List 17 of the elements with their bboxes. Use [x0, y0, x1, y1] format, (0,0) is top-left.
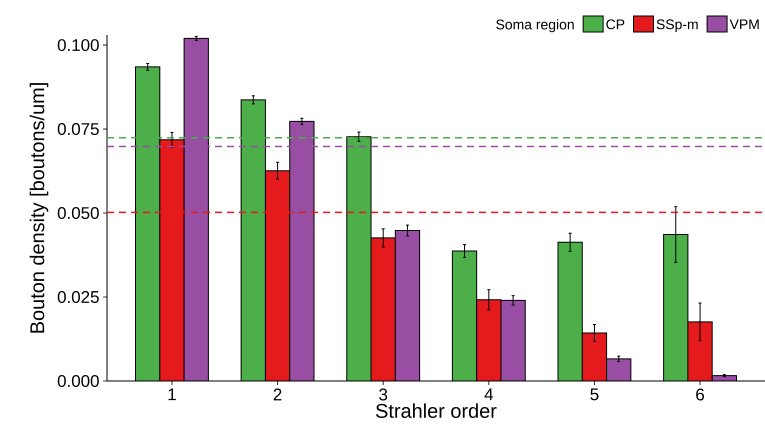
x-tick-label: 4 [484, 388, 494, 400]
x-tick-label: 3 [379, 388, 388, 401]
legend-label: SSp-m [656, 19, 698, 32]
y-tick-label: 0.075 [58, 123, 99, 136]
y-tick-label: 0.025 [58, 291, 99, 304]
legend-title: Soma region [496, 19, 574, 32]
y-tick-label: 0.100 [58, 39, 99, 52]
x-axis-title: Strahler order [376, 403, 497, 418]
x-tick-label: 1 [168, 388, 176, 400]
x-tick-label: 6 [696, 388, 704, 401]
y-tick-label: 0.000 [58, 374, 99, 387]
legend-label: CP [606, 19, 624, 30]
y-axis-title: Bouton density [boutons/um] [30, 83, 48, 333]
y-tick-label: 0.050 [58, 207, 99, 220]
x-tick-label: 2 [274, 388, 282, 400]
x-tick-label: 5 [590, 388, 598, 400]
legend-label: VPM [730, 19, 759, 30]
